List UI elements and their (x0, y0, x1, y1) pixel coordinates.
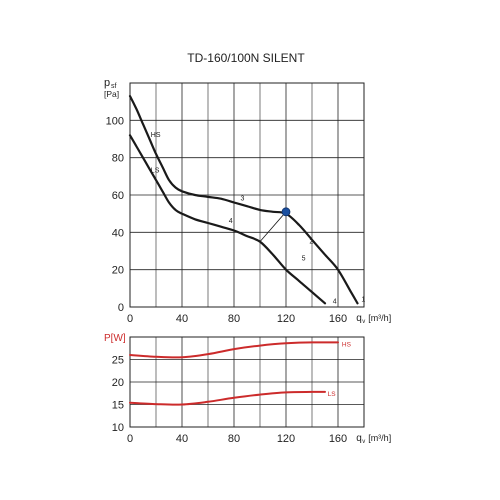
power-y-tick-label: 20 (112, 377, 124, 389)
power-series-line-hs (129, 341, 339, 359)
y-tick-label: 60 (112, 190, 124, 202)
curve-label: 4 (229, 218, 233, 225)
x-tick-label: 120 (277, 313, 295, 325)
guide-line (259, 211, 287, 243)
y-axis-label: p (104, 77, 110, 89)
power-x-axis-label-subscript: v (362, 439, 365, 445)
curve-label: 5 (302, 255, 306, 262)
power-series-line-ls (129, 390, 326, 406)
power-grid-lines (129, 336, 365, 428)
operating-point-marker (281, 207, 291, 217)
power-x-axis-label: q (356, 433, 362, 444)
y-axis-unit: [Pa] (104, 89, 119, 99)
x-tick-label: 40 (176, 313, 188, 325)
y-tick-label: 20 (112, 265, 124, 277)
y-tick-label: 100 (106, 115, 124, 127)
x-axis-label: q (356, 313, 362, 324)
pressure-chart: p sf[Pa] 0 20 40 60 80 100 0 40 80 120 160 q v [m³/h] HS… (104, 77, 391, 325)
y-axis-label-subscript: sf (111, 83, 117, 90)
power-x-tick-label: 160 (329, 433, 347, 445)
plot-frame (129, 82, 365, 308)
curve-label: 2 (309, 239, 313, 246)
series-line-ls (128, 134, 327, 305)
x-tick-label: 0 (127, 313, 133, 325)
power-x-axis-unit: [m³/h] (368, 433, 391, 443)
x-axis-label-subscript: v (362, 319, 365, 325)
power-x-tick-label: 80 (228, 433, 240, 445)
power-series-label: HS (342, 341, 352, 348)
series-line-hs (128, 95, 359, 305)
curve-label: 1 (361, 296, 365, 303)
power-x-tick-label: 40 (176, 433, 188, 445)
curve-label: LS (151, 168, 160, 175)
y-tick-label: 40 (112, 227, 124, 239)
y-tick-label: 80 (112, 153, 124, 165)
x-axis-unit: [m³/h] (368, 313, 391, 323)
y-tick-label: 0 (118, 302, 124, 314)
power-y-axis-label: P[W] (104, 333, 126, 344)
x-tick-label: 160 (329, 313, 347, 325)
power-x-tick-label: 120 (277, 433, 295, 445)
power-y-tick-label: 25 (112, 355, 124, 367)
power-chart: P[W] 10 15 20 25 0 40 80 120 160 q v [m³/h] HS LS (104, 333, 391, 445)
power-x-tick-label: 0 (127, 433, 133, 445)
power-plot-frame (129, 336, 365, 428)
curve-label: HS (151, 132, 161, 139)
chart-title: TD-160/100N SILENT (187, 51, 305, 65)
power-series-label: LS (328, 391, 337, 398)
power-y-tick-label: 15 (112, 400, 124, 412)
power-y-tick-label: 10 (112, 422, 124, 434)
curve-label: 4 (333, 298, 337, 305)
curve-label: 3 (241, 196, 245, 203)
x-tick-label: 80 (228, 313, 240, 325)
